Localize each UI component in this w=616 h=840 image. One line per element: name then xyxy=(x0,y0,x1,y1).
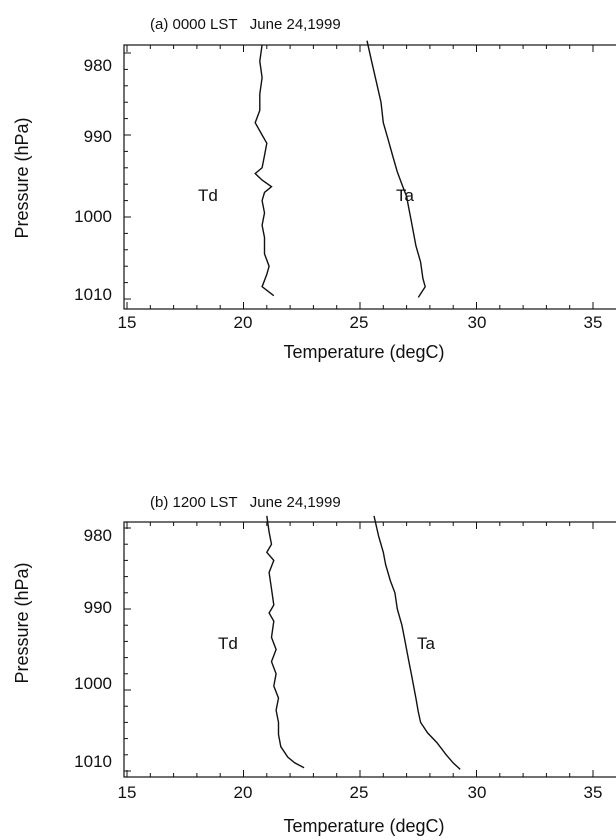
y-tick-label: 980 xyxy=(84,56,112,75)
x-tick-label: 25 xyxy=(350,783,369,802)
panel-b-xlabel: Temperature (degC) xyxy=(283,816,444,836)
x-tick-label: 15 xyxy=(118,783,137,802)
y-tick-label: 1000 xyxy=(74,674,112,693)
x-tick-label: 15 xyxy=(118,313,137,332)
series-td-line xyxy=(254,44,275,297)
panel-b-ylabel: Pressure (hPa) xyxy=(12,562,32,683)
series-label-ta: Ta xyxy=(396,186,415,205)
y-tick-label: 980 xyxy=(84,526,112,545)
series-label-td: Td xyxy=(198,186,218,205)
y-tick-label: 990 xyxy=(84,127,112,146)
x-tick-label: 25 xyxy=(350,313,369,332)
panel-a-xlabel: Temperature (degC) xyxy=(283,342,444,362)
panel-b: (b) 1200 LST June 24,1999 Pressure (hPa)… xyxy=(12,494,616,836)
series-label-td: Td xyxy=(218,634,238,653)
x-tick-label: 30 xyxy=(468,313,487,332)
panel-b-title: (b) 1200 LST June 24,1999 xyxy=(150,494,341,511)
panel-a: (a) 0000 LST June 24,1999 Pressure (hPa)… xyxy=(12,16,616,362)
series-label-ta: Ta xyxy=(417,634,436,653)
y-tick-label: 1010 xyxy=(74,752,112,771)
panel-a-ticks xyxy=(124,45,594,309)
series-ta-line xyxy=(373,515,461,770)
panel-a-ylabel: Pressure (hPa) xyxy=(12,117,32,238)
x-tick-label: 20 xyxy=(234,783,253,802)
x-tick-label: 20 xyxy=(234,313,253,332)
y-tick-label: 1010 xyxy=(74,285,112,304)
x-tick-label: 35 xyxy=(584,783,603,802)
panel-a-plot-frame xyxy=(123,44,616,310)
series-td-line xyxy=(265,515,305,769)
x-tick-label: 35 xyxy=(584,313,603,332)
panel-b-ticks xyxy=(124,522,594,777)
series-ta-line xyxy=(366,40,426,298)
y-tick-label: 1000 xyxy=(74,207,112,226)
x-tick-label: 30 xyxy=(468,783,487,802)
y-tick-label: 990 xyxy=(84,598,112,617)
panel-a-title: (a) 0000 LST June 24,1999 xyxy=(150,16,341,33)
panel-b-plot-frame xyxy=(123,521,616,778)
